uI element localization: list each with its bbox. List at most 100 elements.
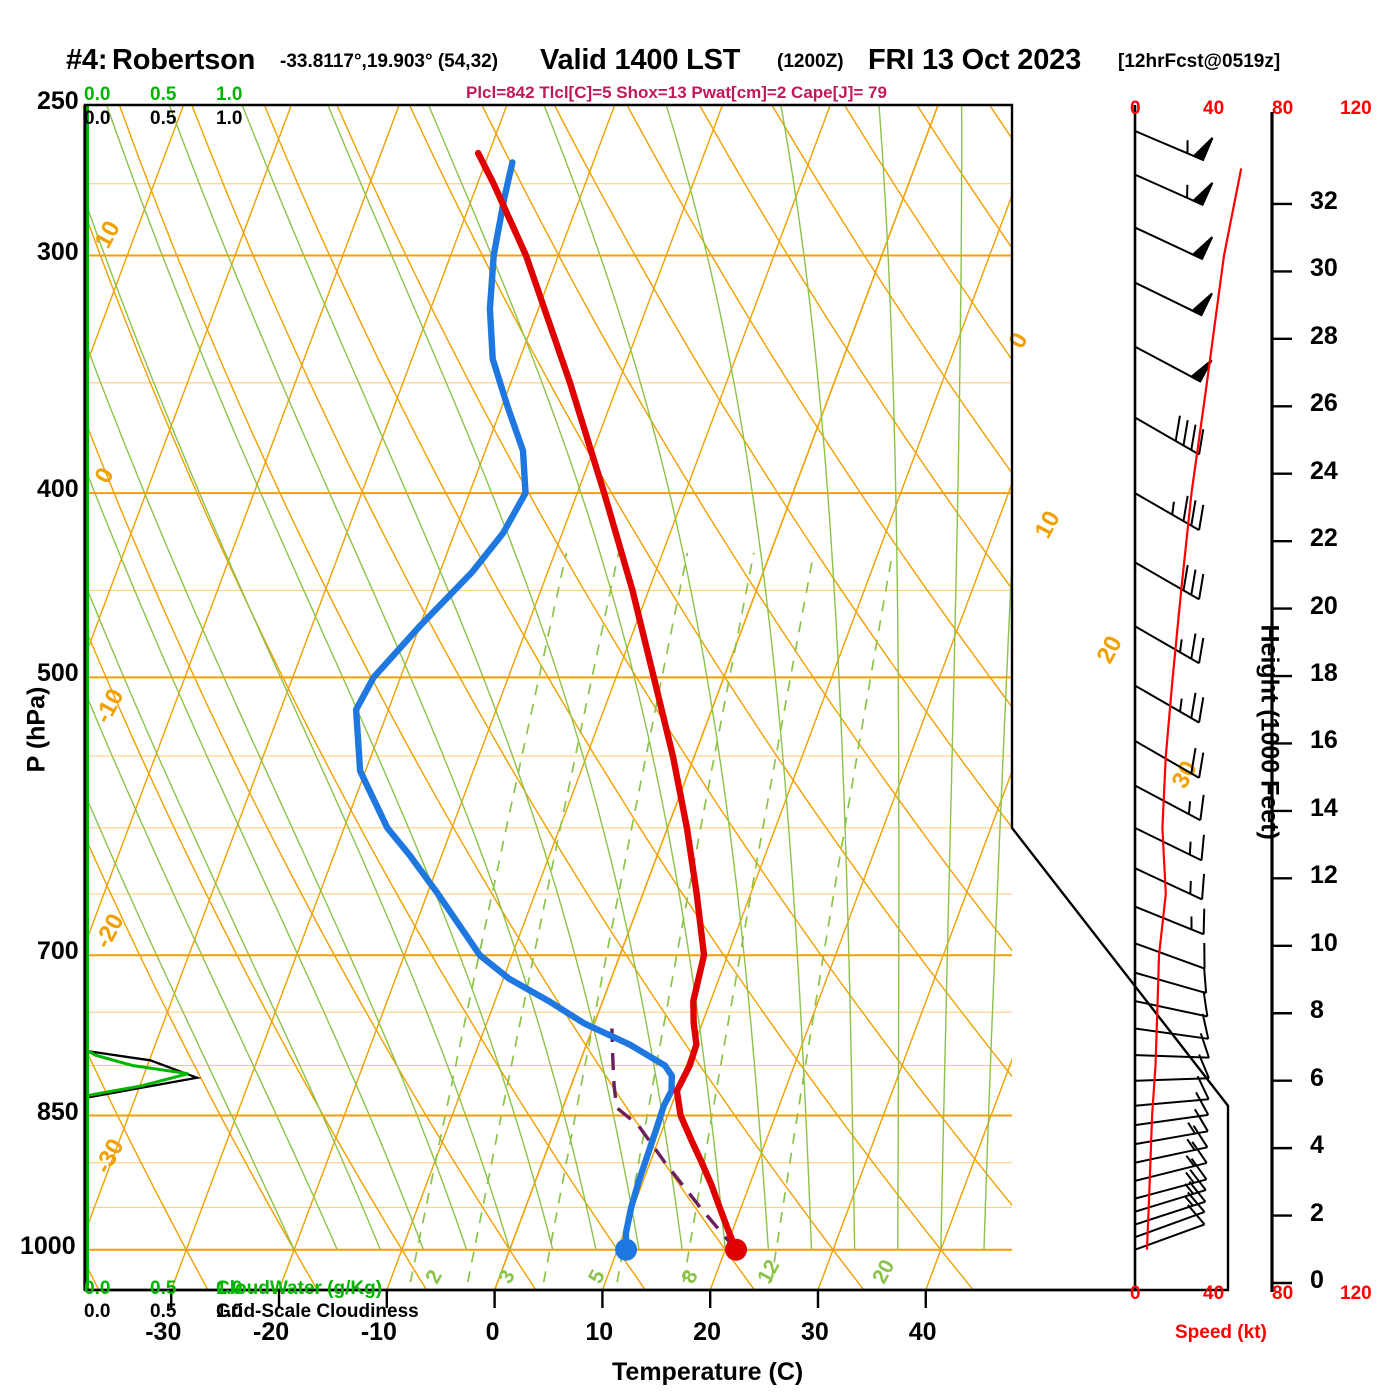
wind-barb	[1134, 1181, 1207, 1226]
gridline-label: 8	[677, 1266, 703, 1287]
gridline-label: 10	[1029, 507, 1065, 543]
height-tick-label: 26	[1310, 389, 1338, 418]
wind-barb	[1134, 740, 1205, 779]
pressure-tick-label: 1000	[20, 1231, 76, 1260]
sounding-stats: Plcl=842 Tlcl[C]=5 Shox=13 Pwat[cm]=2 Ca…	[466, 83, 887, 102]
height-tick-label: 28	[1310, 321, 1338, 350]
temperature-tick-label: -30	[145, 1318, 182, 1346]
gridline-label: 20	[868, 1256, 899, 1287]
temperature-tick-label: 40	[908, 1318, 937, 1346]
gridline-label: 0	[1003, 328, 1033, 352]
cloudwater-tick-label: 1.0	[216, 84, 243, 105]
cloudiness-legend-label: Grid-Scale Cloudiness	[216, 1301, 419, 1322]
temperature-tick-label: 20	[693, 1318, 721, 1346]
cloudwater-tick-label: 0.0	[84, 1278, 111, 1299]
height-tick-label: 30	[1310, 254, 1338, 283]
pressure-axis-label: P (hPa)	[22, 686, 51, 773]
height-tick-label: 24	[1310, 456, 1338, 485]
wind-barb	[1134, 1204, 1206, 1251]
cloudiness-tick-label: 0.5	[150, 1301, 177, 1322]
height-tick-label: 10	[1310, 928, 1338, 957]
pressure-tick-label: 500	[37, 659, 79, 688]
station-id: #4:	[66, 44, 108, 76]
height-tick-label: 0	[1310, 1266, 1324, 1294]
wind-barb	[1134, 784, 1205, 822]
wind-barb	[1134, 827, 1205, 862]
height-tick-label: 2	[1310, 1198, 1324, 1227]
wind-barb	[1134, 684, 1205, 724]
pressure-tick-label: 400	[37, 475, 79, 504]
height-tick-label: 32	[1310, 186, 1338, 215]
gridline-label: 0	[89, 463, 119, 487]
station-name: Robertson	[112, 44, 256, 76]
cloudiness-tick-label: 1.0	[216, 1301, 243, 1322]
wind-barb	[1134, 1191, 1206, 1239]
cloudiness-tick-label: 0.0	[84, 1301, 111, 1322]
gridline-label: 5	[584, 1266, 610, 1287]
height-tick-label: 20	[1310, 591, 1338, 620]
wind-barb	[1134, 173, 1214, 207]
wind-barb	[1134, 281, 1213, 317]
pressure-tick-label: 700	[37, 937, 79, 966]
temperature-tick-label: -10	[360, 1318, 397, 1346]
temperature-tick-label: 0	[485, 1318, 500, 1346]
cloudiness-profile	[85, 1049, 202, 1099]
height-tick-label: 8	[1310, 996, 1324, 1025]
wind-barb	[1134, 1108, 1209, 1146]
wind-barb	[1134, 345, 1213, 383]
wind-barb	[1134, 1141, 1208, 1182]
gridline-label: 3	[494, 1266, 520, 1287]
gridline-label: -30	[89, 1135, 129, 1178]
plot-frame	[83, 103, 1230, 1292]
temperature-tick-label: 30	[800, 1318, 829, 1346]
height-tick-label: 18	[1310, 659, 1338, 688]
gridline-label: 10	[89, 217, 125, 253]
speed-tick-label: 80	[1272, 98, 1294, 119]
temperature-trace	[474, 149, 740, 1253]
wind-barb	[1134, 415, 1205, 456]
wind-barb	[1134, 905, 1206, 936]
wind-barb	[1134, 990, 1209, 1018]
height-tick-label: 22	[1310, 524, 1338, 553]
temperature-tick-label: -20	[253, 1318, 290, 1346]
valid-date: FRI 13 Oct 2023	[868, 44, 1081, 76]
wind-barb	[1134, 226, 1214, 261]
pressure-tick-label: 850	[37, 1097, 79, 1126]
cloudwater-tick-label: 0.0	[84, 84, 111, 105]
temperature-axis-ticks	[170, 1290, 927, 1308]
height-axis-label: Height (1000 Feet)	[1255, 624, 1284, 840]
wind-barb	[1134, 1054, 1210, 1082]
cloudiness-tick-label: 0.0	[84, 108, 111, 129]
cloudwater-tick-label: 1.0	[216, 1278, 243, 1299]
cloudwater-profile	[85, 1048, 189, 1098]
speed-tick-label: 40	[1203, 1283, 1225, 1304]
wind-barb	[1134, 625, 1205, 665]
wind-barb	[1134, 1013, 1210, 1040]
wind-barb	[1134, 492, 1205, 531]
wind-barbs	[1134, 130, 1214, 1251]
speed-tick-label: 80	[1272, 1283, 1294, 1304]
gridline-label: -10	[89, 685, 129, 728]
dewpoint-trace	[352, 159, 675, 1253]
height-tick-label: 4	[1310, 1131, 1324, 1160]
cloudwater-legend-label: CloudWater (g/Kg)	[216, 1278, 383, 1299]
wind-barb	[1134, 1125, 1209, 1164]
speed-tick-label: 120	[1340, 1283, 1372, 1304]
gridline-label: 2	[421, 1266, 447, 1287]
wind-barb	[1134, 1158, 1208, 1200]
wind-barb	[1134, 942, 1206, 970]
cloudwater-tick-label: 0.5	[150, 1278, 177, 1299]
height-tick-label: 16	[1310, 726, 1338, 755]
skewt-gridlines	[85, 105, 1012, 1290]
surface-dewpoint-marker	[615, 1238, 638, 1261]
wind-barb	[1134, 1091, 1210, 1127]
temperature-axis-label: Temperature (C)	[612, 1358, 804, 1386]
cloudwater-tick-label: 0.5	[150, 84, 177, 105]
speed-tick-label: 0	[1130, 98, 1141, 119]
temperature-tick-label: 10	[585, 1318, 614, 1346]
gridline-label: 20	[1091, 632, 1127, 668]
wind-barb	[1134, 967, 1208, 995]
valid-time: Valid 1400 LST	[540, 44, 741, 76]
